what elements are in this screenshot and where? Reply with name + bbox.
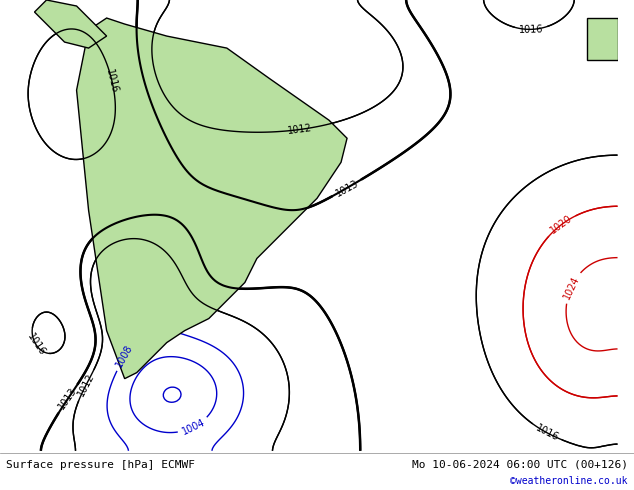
- Text: 1012: 1012: [287, 123, 313, 136]
- Text: Mo 10-06-2024 06:00 UTC (00+126): Mo 10-06-2024 06:00 UTC (00+126): [411, 460, 628, 469]
- Text: 1012: 1012: [76, 372, 96, 398]
- Text: 1024: 1024: [562, 274, 581, 300]
- Text: 1016: 1016: [534, 423, 560, 443]
- Text: Surface pressure [hPa] ECMWF: Surface pressure [hPa] ECMWF: [6, 460, 195, 469]
- Text: 1013: 1013: [57, 386, 79, 412]
- Text: 1004: 1004: [180, 417, 207, 437]
- Text: 1016: 1016: [25, 331, 47, 357]
- Polygon shape: [77, 18, 347, 379]
- Text: ©weatheronline.co.uk: ©weatheronline.co.uk: [510, 476, 628, 486]
- Text: 1016: 1016: [105, 69, 120, 95]
- Text: 1020: 1020: [548, 214, 574, 236]
- Text: 1008: 1008: [114, 343, 135, 369]
- Text: 1013: 1013: [333, 178, 360, 198]
- Polygon shape: [588, 18, 618, 60]
- Text: 1016: 1016: [519, 24, 543, 35]
- Polygon shape: [34, 0, 107, 48]
